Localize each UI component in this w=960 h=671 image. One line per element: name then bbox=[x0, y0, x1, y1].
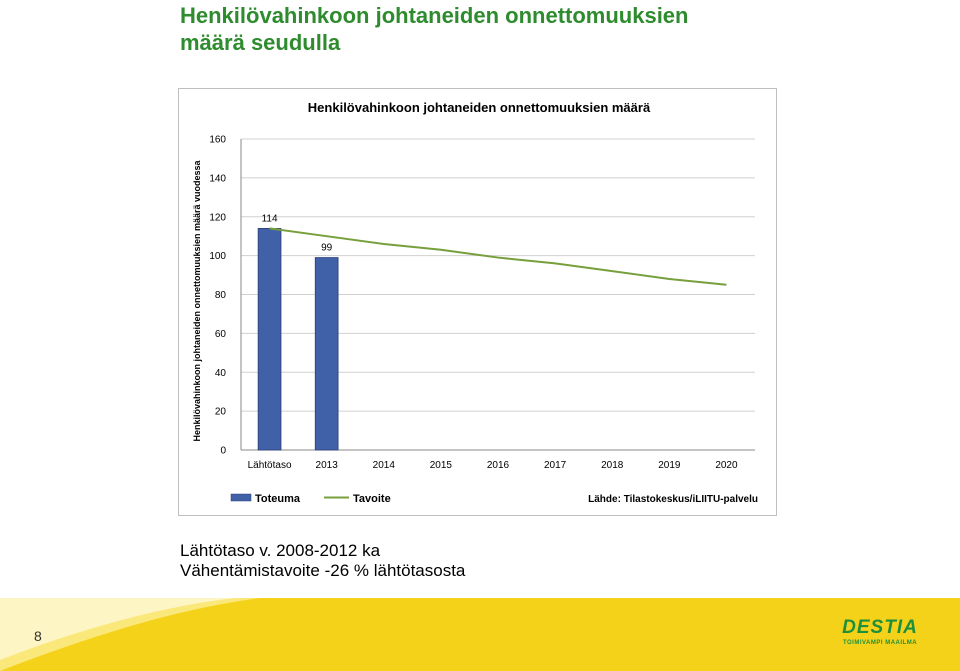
y-tick-label: 160 bbox=[209, 135, 226, 146]
y-tick-label: 20 bbox=[215, 407, 227, 418]
chart-frame: Henkilövahinkoon johtaneiden onnettomuuk… bbox=[178, 88, 777, 516]
data-label: 99 bbox=[321, 243, 333, 254]
y-tick-label: 60 bbox=[215, 329, 227, 340]
logo-wordmark: DESTIA bbox=[842, 617, 918, 638]
legend: Toteuma Tavoite bbox=[230, 493, 391, 505]
destia-logo: DESTIA TOIMIVAMPI MAAILMA bbox=[828, 617, 932, 653]
notes: Lähtötaso v. 2008-2012 ka Vähentämistavo… bbox=[180, 541, 465, 581]
data-labels: 114 99 bbox=[262, 213, 333, 253]
x-tick-label: 2015 bbox=[430, 460, 453, 471]
legend-line-label: Tavoite bbox=[353, 493, 391, 505]
x-tick-label: 2019 bbox=[658, 460, 681, 471]
y-tick-label: 40 bbox=[215, 368, 227, 379]
bar-2013 bbox=[314, 257, 339, 451]
chart-title: Henkilövahinkoon johtaneiden onnettomuuk… bbox=[308, 100, 651, 115]
y-axis-label: Henkilövahinkoon johtaneiden onnettomuuk… bbox=[192, 159, 202, 441]
x-tick-label: 2014 bbox=[373, 460, 396, 471]
footer-swoosh-white bbox=[0, 598, 235, 660]
x-tick-label: 2013 bbox=[316, 460, 339, 471]
x-tick-label: 2016 bbox=[487, 460, 510, 471]
notes-line-1: Lähtötaso v. 2008-2012 ka bbox=[180, 541, 381, 560]
bars bbox=[257, 228, 339, 451]
legend-bar-label: Toteuma bbox=[255, 493, 301, 505]
bar-Lähtötaso bbox=[257, 228, 282, 451]
page-number: 8 bbox=[34, 628, 42, 644]
slide-title-line-2: määrä seudulla bbox=[180, 30, 341, 55]
slide-title-line-1: Henkilövahinkoon johtaneiden onnettomuuk… bbox=[180, 3, 689, 28]
chart: Henkilövahinkoon johtaneiden onnettomuuk… bbox=[192, 100, 758, 505]
notes-line-2: Vähentämistavoite -26 % lähtötasosta bbox=[180, 561, 466, 580]
footer-band bbox=[0, 598, 960, 671]
y-tick-label: 120 bbox=[209, 212, 226, 223]
y-tick-labels: 0 20 40 60 80 100 120 140 160 bbox=[209, 135, 226, 457]
logo-tagline: TOIMIVAMPI MAAILMA bbox=[842, 640, 918, 646]
y-tick-label: 0 bbox=[220, 446, 226, 457]
footer-white-swoosh bbox=[0, 598, 960, 671]
x-tick-label: Lähtötaso bbox=[248, 460, 292, 471]
y-tick-label: 80 bbox=[215, 290, 227, 301]
legend-bar-swatch bbox=[230, 493, 252, 502]
x-tick-label: 2018 bbox=[601, 460, 624, 471]
data-label: 114 bbox=[262, 213, 278, 224]
x-tick-label: 2020 bbox=[715, 460, 738, 471]
slide-title: Henkilövahinkoon johtaneiden onnettomuuk… bbox=[180, 2, 688, 56]
target-line bbox=[269, 227, 727, 286]
x-tick-label: 2017 bbox=[544, 460, 567, 471]
source-note: Lähde: Tilastokeskus/iLIITU-palvelu bbox=[588, 494, 758, 505]
series-line-tavoite bbox=[269, 227, 727, 286]
y-tick-label: 100 bbox=[209, 251, 226, 262]
x-tick-labels: Lähtötaso 2013 2014 2015 2016 2017 2018 2019 202… bbox=[248, 460, 738, 471]
y-tick-label: 140 bbox=[209, 173, 226, 184]
